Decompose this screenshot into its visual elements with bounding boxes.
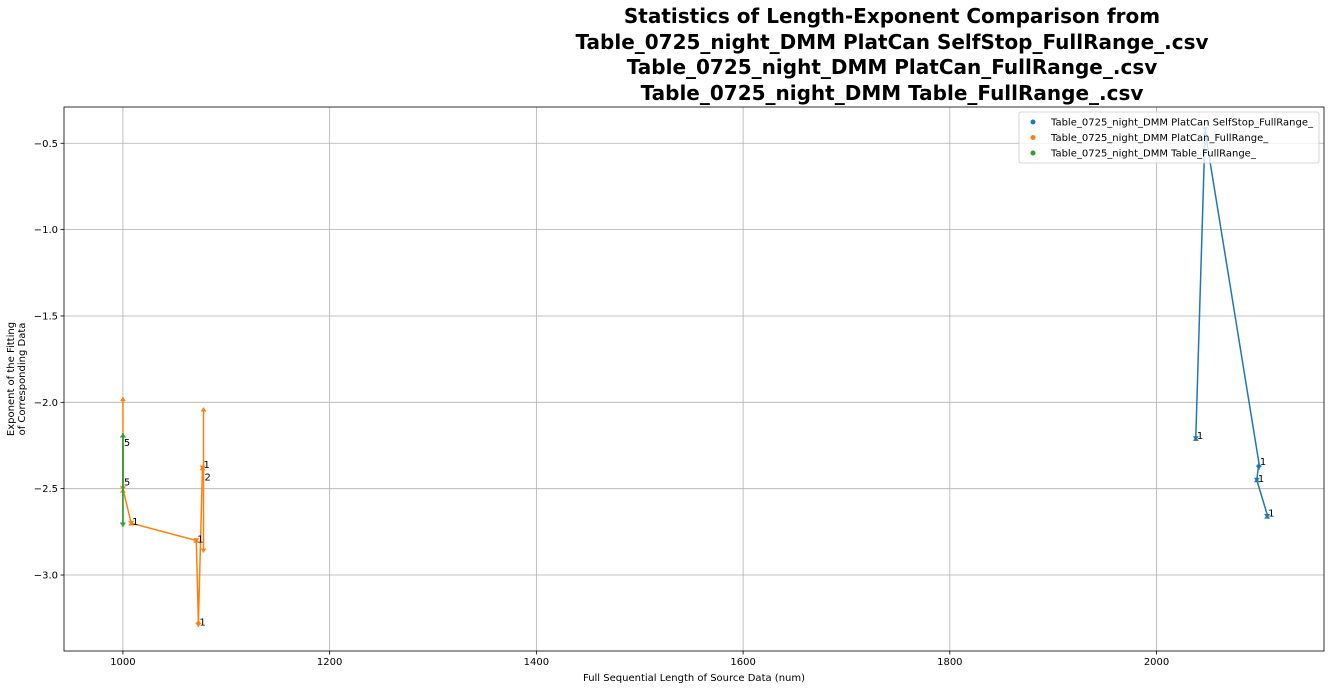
series-layer (119, 127, 1271, 627)
data-label: 5 (124, 438, 130, 449)
x-tick-label: 1600 (730, 657, 755, 668)
tick-layer: 1000 1200 1400 1600 1800 2000 −0.5 −1.0 −1.5 −2.0… (34, 139, 1170, 668)
error-cap-down (193, 538, 200, 543)
data-label: 1 (204, 460, 210, 471)
data-label: 1 (1268, 509, 1274, 520)
y-tick-label: −3.0 (34, 571, 58, 582)
series-1 (1192, 127, 1271, 519)
title-line-1: Statistics of Length-Exponent Comparison… (623, 4, 1161, 28)
y-axis-label-line-2: of Corresponding Data (17, 323, 28, 436)
x-tick-label: 2000 (1144, 657, 1169, 668)
y-tick-label: −1.5 (34, 311, 58, 322)
error-cap-up (119, 397, 126, 402)
legend-entry: Table_0725_night_DMM Table_FullRange_ (1050, 149, 1257, 160)
x-tick-label: 1800 (937, 657, 962, 668)
grid-lines (64, 107, 1324, 651)
data-label: 1 (1260, 457, 1266, 468)
title-line-3: Table_0725_night_DMM PlatCan_FullRange_.… (626, 55, 1158, 79)
y-tick-label: −1.0 (34, 225, 58, 236)
x-tick-label: 1200 (317, 657, 342, 668)
x-tick-label: 1400 (524, 657, 549, 668)
data-label: 1 (1258, 474, 1264, 485)
data-label: 2 (205, 472, 211, 483)
title-line-4: Table_0725_night_DMM Table_FullRange_.cs… (640, 80, 1144, 105)
legend: Table_0725_night_DMM PlatCan SelfStop_Fu… (1018, 111, 1320, 164)
error-cap-down (1255, 465, 1262, 470)
y-axis-label-line-1: Exponent of the Fitting (6, 322, 17, 436)
data-label: 1 (1197, 431, 1203, 442)
legend-entry: Table_0725_night_DMM PlatCan SelfStop_Fu… (1050, 118, 1314, 129)
x-tick-label: 1000 (110, 657, 135, 668)
title-line-2: Table_0725_night_DMM PlatCan SelfStop_Fu… (575, 29, 1209, 54)
error-cap-down (195, 622, 202, 627)
error-cap-down (1253, 477, 1260, 482)
data-label: 1 (197, 534, 203, 545)
y-tick-label: −0.5 (34, 139, 58, 150)
data-label: 5 (124, 477, 130, 488)
y-tick-label: −2.0 (34, 398, 58, 409)
series-3 (119, 433, 126, 527)
error-cap-down (200, 548, 207, 553)
plot-frame (63, 106, 1325, 652)
series-line (122, 447, 205, 625)
error-cap-down (128, 520, 135, 525)
legend-entry: Table_0725_night_DMM PlatCan_FullRange_ (1050, 133, 1269, 144)
legend-marker (1030, 150, 1036, 156)
error-cap-up (200, 407, 207, 412)
data-label: 1 (199, 617, 205, 628)
x-axis-label: Full Sequential Length of Source Data (n… (583, 673, 805, 684)
error-cap-up (119, 433, 126, 438)
error-cap-down (1264, 514, 1271, 519)
legend-marker (1030, 119, 1036, 125)
error-cap-down (119, 522, 126, 527)
series-2 (119, 397, 207, 627)
series-line (1195, 130, 1268, 515)
legend-box (1018, 111, 1320, 164)
legend-marker (1030, 135, 1036, 140)
error-cap-down (1192, 436, 1199, 441)
data-label: 1 (132, 517, 138, 528)
chart-title: Statistics of Length-Exponent Comparison… (520, 4, 1264, 106)
y-tick-label: −2.5 (34, 484, 58, 495)
